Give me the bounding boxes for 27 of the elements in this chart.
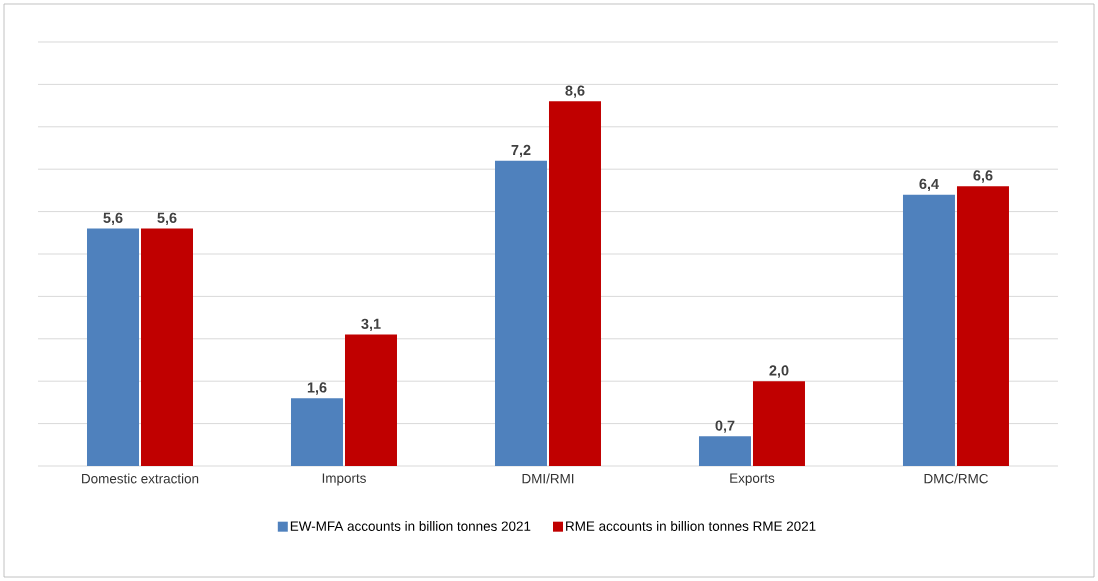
x-tick-label: DMI/RMI	[522, 473, 574, 484]
bar	[548, 101, 601, 466]
x-tick-label: Domestic extraction	[82, 473, 199, 484]
data-label: 6,4	[919, 178, 939, 192]
bar	[752, 381, 805, 466]
data-label: 8,6	[565, 85, 585, 98]
bar	[87, 228, 139, 466]
bar	[494, 160, 547, 466]
data-label: 7,2	[511, 144, 531, 158]
legend-label: RME accounts in billion tonnes RME 2021	[566, 521, 816, 531]
data-label: 3,1	[361, 318, 381, 332]
x-tick-label: Exports	[730, 473, 775, 486]
data-label: 5,6	[157, 212, 177, 226]
bar	[344, 334, 397, 466]
legend-label: EW-MFA accounts in billion tonnes 2021	[290, 521, 531, 531]
data-label: 6,6	[973, 170, 993, 183]
data-label: 1,6	[307, 382, 327, 395]
bar	[698, 436, 751, 466]
x-tick-label: DMC/RMC	[924, 473, 988, 484]
data-label: 5,6	[103, 212, 123, 226]
bar	[290, 398, 343, 466]
bar	[141, 228, 193, 466]
bar	[902, 194, 955, 466]
data-label: 2,0	[769, 365, 789, 378]
data-label: 0,7	[715, 420, 735, 433]
bar	[956, 186, 1009, 466]
x-tick-label: Imports	[322, 473, 366, 486]
